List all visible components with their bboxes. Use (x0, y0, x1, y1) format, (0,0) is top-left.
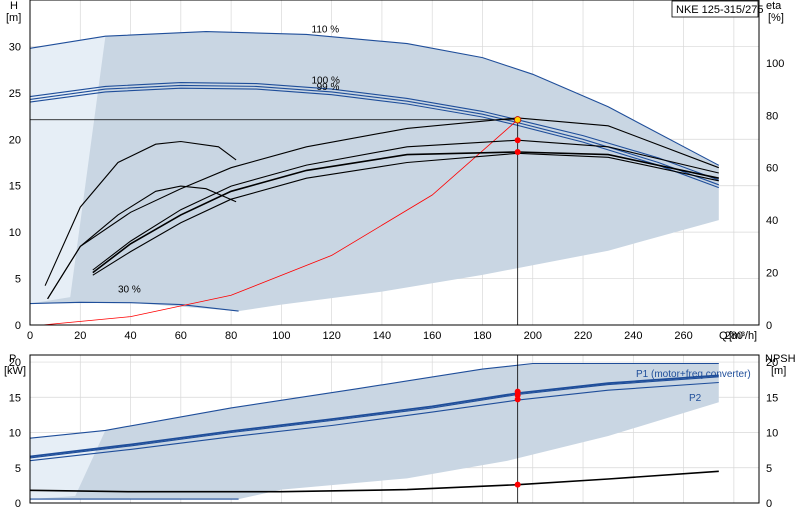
x-tick-label: 220 (574, 330, 592, 342)
head-curve-head-99 (29, 87, 719, 189)
x-tick-label: 40 (124, 330, 136, 342)
power-y-tick-label: 10 (9, 428, 21, 440)
speed-label-110: 110 % (312, 25, 340, 36)
efficiency-tick-label: 60 (766, 163, 778, 175)
power-axis-label: P (9, 353, 16, 365)
efficiency-point-marker (514, 149, 521, 156)
x-tick-label: 80 (225, 330, 237, 342)
npsh-tick-label: 10 (766, 428, 778, 440)
x-tick-label: 260 (674, 330, 692, 342)
power-point-marker (514, 392, 521, 399)
power-curve-p2-100 (29, 381, 719, 462)
power-axis-unit: [kW] (4, 365, 26, 377)
x-tick-label: 180 (473, 330, 491, 342)
x-tick-label: 60 (175, 330, 187, 342)
speed-label-99: 99 % (317, 82, 340, 93)
speed-label-100: 100 % (312, 76, 340, 87)
power-curve-p1-110 (29, 362, 719, 439)
speed-label-30: 30 % (118, 285, 141, 296)
power-curve-npsh (29, 470, 719, 493)
power-point-marker (514, 396, 521, 403)
head-operating-band (30, 31, 719, 312)
power-y-tick-label: 15 (9, 392, 21, 404)
head-curve-eta-main (92, 151, 719, 274)
x-tick-label: 160 (423, 330, 441, 342)
head-curve-eta-lo (47, 117, 719, 300)
axis-ticks: 0 20 40 60 80 100 120 140 160 180 200 220 240 260 2800… (9, 41, 785, 510)
head-y-tick-label: 25 (9, 88, 21, 100)
efficiency-axis-unit: [%] (768, 12, 784, 24)
head-curve-head-100 (29, 82, 719, 181)
power-curve-p1-100 (29, 374, 719, 458)
efficiency-tick-label: 80 (766, 110, 778, 122)
efficiency-tick-label: 100 (766, 58, 784, 70)
head-plot-frame (29, 0, 760, 326)
power-low-flow-wedge (30, 430, 106, 500)
head-y-tick-label: 5 (15, 274, 21, 286)
npsh-tick-label: 5 (766, 463, 772, 475)
x-tick-label: 240 (624, 330, 642, 342)
head-curve-eta-mid (92, 152, 719, 276)
head-curve-eta-left-1 (44, 140, 237, 286)
chart-title: NKE 125-315/275 (676, 4, 763, 16)
head-curve-eta-left-2 (47, 185, 237, 300)
x-tick-label: 140 (373, 330, 391, 342)
head-axis-label: H (10, 0, 18, 12)
head-y-tick-label: 20 (9, 134, 21, 146)
operating-point-markers (30, 116, 522, 503)
npsh-axis-unit: [m] (771, 365, 786, 377)
legend-p2: P2 (689, 393, 702, 404)
npsh-tick-label: 15 (766, 392, 778, 404)
head-axis-unit: [m] (6, 12, 21, 24)
x-tick-label: 100 (272, 330, 290, 342)
head-y-tick-label: 15 (9, 181, 21, 193)
power-plot-frame (29, 354, 760, 504)
power-curve-p1-100-b (29, 376, 719, 459)
power-y-tick-label: 5 (15, 463, 21, 475)
x-tick-label: 120 (322, 330, 340, 342)
operating-point-marker (514, 116, 522, 124)
efficiency-tick-label: 0 (766, 320, 772, 332)
efficiency-axis-label: eta (766, 0, 782, 12)
power-y-tick-label: 0 (15, 498, 21, 510)
efficiency-point-marker (514, 137, 521, 144)
head-y-tick-label: 0 (15, 320, 21, 332)
x-tick-label: 20 (74, 330, 86, 342)
title-box (671, 0, 759, 18)
head-curve-eta-upper (92, 139, 719, 271)
head-y-tick-label: 30 (9, 41, 21, 53)
npsh-axis-label: NPSH (765, 353, 796, 365)
efficiency-tick-label: 40 (766, 215, 778, 227)
power-point-marker (514, 481, 521, 488)
head-curve-system (42, 119, 518, 326)
flow-axis-label: Q (719, 330, 728, 342)
x-tick-label: 0 (27, 330, 33, 342)
legend-p1: P1 (motor+freq.converter) (636, 369, 751, 380)
head-low-flow-wedge (30, 36, 106, 304)
x-tick-label: 200 (524, 330, 542, 342)
head-curve-head-110 (29, 31, 720, 166)
npsh-tick-label: 0 (766, 498, 772, 510)
performance-curves (29, 31, 720, 500)
head-y-tick-label: 10 (9, 227, 21, 239)
npsh-tick-label: 20 (766, 357, 778, 369)
efficiency-tick-label: 20 (766, 268, 778, 280)
head-curve-head-30 (29, 301, 239, 312)
x-tick-label: 280 (725, 330, 743, 342)
flow-axis-unit: [m³/h] (729, 330, 757, 342)
power-y-tick-label: 20 (9, 357, 21, 369)
